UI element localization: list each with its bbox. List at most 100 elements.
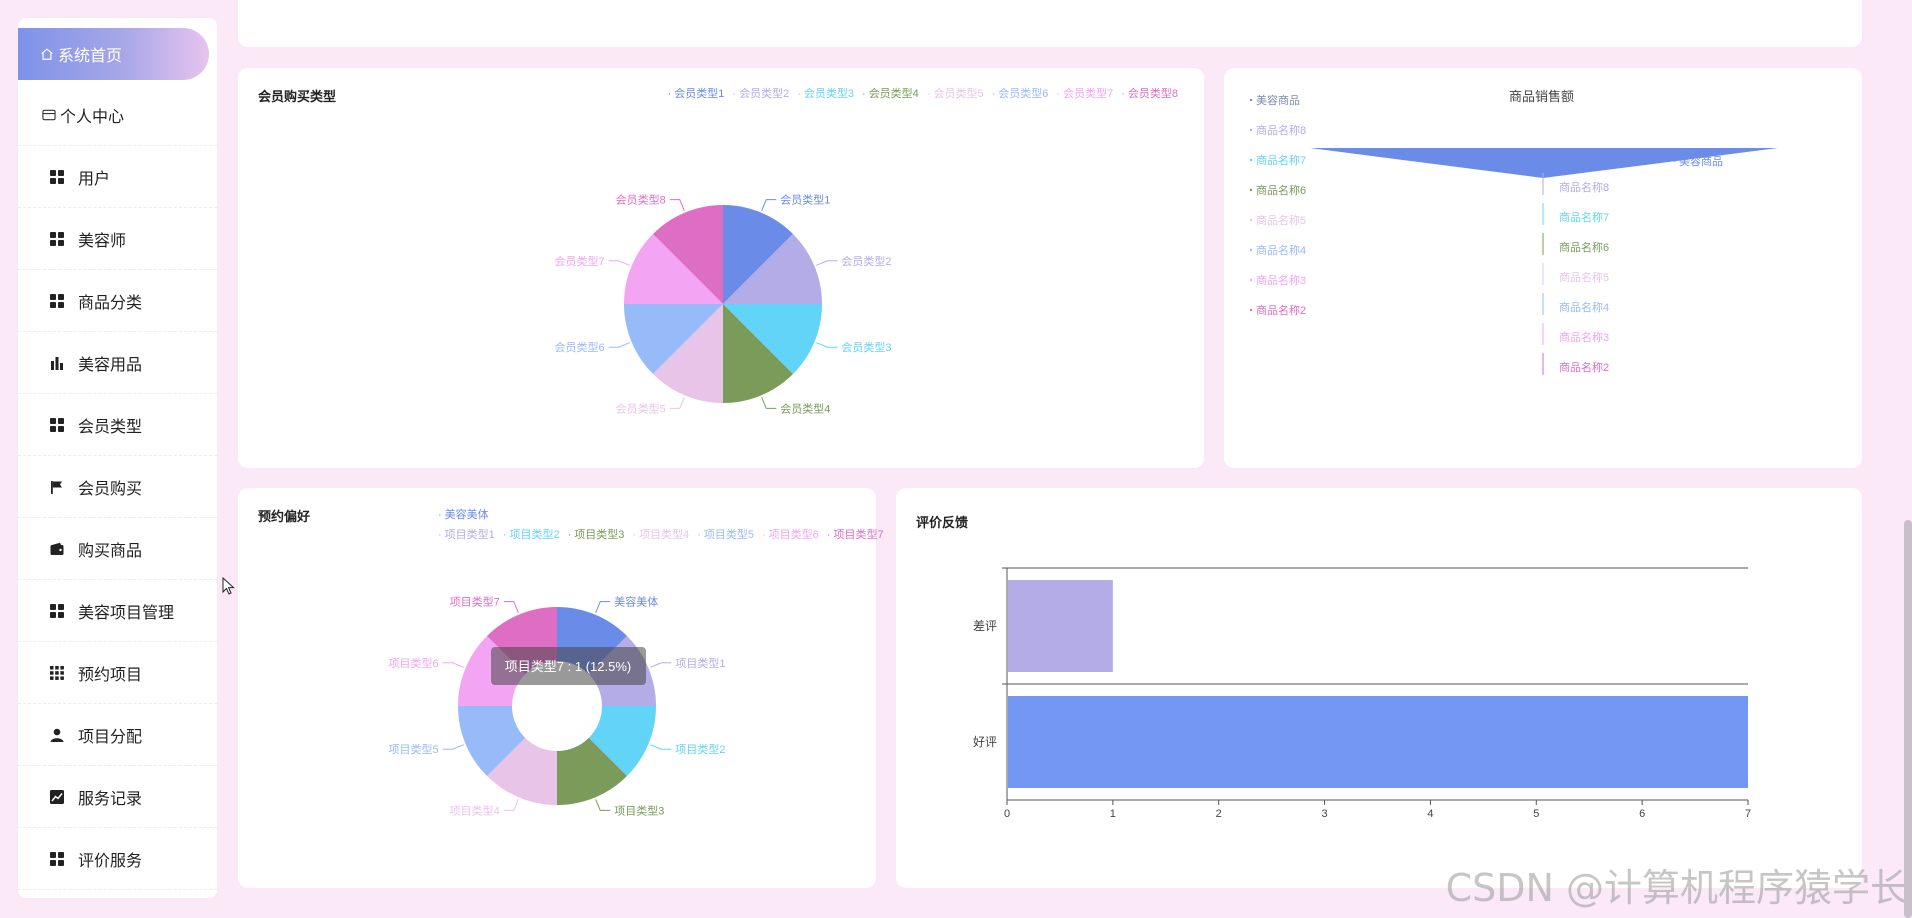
sidebar-item-label: 商品分类 [78, 294, 143, 312]
label-line [503, 799, 519, 811]
legend-item[interactable]: 项目类型3 [568, 529, 625, 541]
pie-slice[interactable] [723, 304, 794, 403]
sidebar-item-label: 美容用品 [78, 356, 143, 374]
slice-label: 项目类型6 [388, 656, 438, 670]
slice-label: 项目类型1 [675, 656, 725, 670]
chart-title: 商品销售额 [1509, 89, 1575, 104]
legend-item[interactable]: 会员类型2 [732, 88, 789, 100]
sidebar-item-8[interactable]: 会员购买 [18, 456, 217, 518]
slice-label: 项目类型5 [388, 742, 438, 756]
bar[interactable] [1008, 696, 1748, 788]
page-scrollbar[interactable] [1904, 520, 1912, 918]
legend-item[interactable]: 会员类型7 [1056, 88, 1113, 100]
label-line [595, 601, 611, 613]
donut-chart[interactable]: 美容美体项目类型1项目类型2项目类型3项目类型4项目类型5项目类型6项目类型7项… [238, 488, 876, 888]
legend-item[interactable]: 项目类型7 [827, 529, 884, 541]
grid-icon [50, 293, 64, 308]
chart-tooltip: 项目类型7 : 1 (12.5%) [491, 647, 646, 685]
y-tick-label: 好评 [973, 735, 997, 749]
sidebar-item-label: 预约项目 [78, 666, 143, 684]
flag-icon [50, 480, 64, 494]
sidebar-item-12[interactable]: 项目分配 [18, 704, 217, 766]
legend-item[interactable]: 美容美体 [438, 509, 489, 521]
sidebar-item-5[interactable]: 商品分类 [18, 270, 217, 332]
legend-item[interactable]: 商品名称8 [1256, 123, 1306, 137]
legend-item[interactable]: 会员类型4 [862, 88, 919, 100]
bar[interactable] [1008, 580, 1113, 672]
legend-item[interactable]: 项目类型1 [438, 529, 495, 541]
funnel-label: 商品名称7 [1559, 210, 1609, 224]
sidebar-item-13[interactable]: 服务记录 [18, 766, 217, 828]
x-tick-label: 5 [1533, 808, 1539, 820]
pie-slice[interactable] [486, 737, 557, 805]
legend-item[interactable]: 会员类型6 [992, 88, 1049, 100]
trend-icon [50, 789, 64, 804]
legend-item[interactable]: 会员类型5 [927, 88, 984, 100]
legend-item[interactable]: 会员类型8 [1121, 88, 1178, 100]
label-line [608, 342, 630, 348]
legend-item[interactable]: 美容商品 [1256, 93, 1300, 107]
funnel-label: 美容商品 [1679, 154, 1723, 168]
bar-chart-icon [50, 356, 64, 370]
legend-item[interactable]: 商品名称4 [1256, 243, 1306, 257]
grid-icon [50, 603, 64, 618]
pie-slice[interactable] [458, 706, 526, 777]
pie-slice[interactable] [723, 304, 822, 375]
sidebar-item-label: 系统首页 [58, 48, 123, 65]
legend-item[interactable]: 商品名称7 [1256, 153, 1306, 167]
pie-slice[interactable] [652, 304, 723, 403]
legend-item[interactable]: 项目类型4 [632, 529, 689, 541]
label-line [816, 260, 838, 266]
legend-item[interactable]: 项目类型2 [503, 529, 560, 541]
x-tick-label: 2 [1216, 808, 1222, 820]
label-line [669, 397, 685, 409]
sidebar-item-6[interactable]: 美容用品 [18, 332, 217, 394]
sidebar-item-11[interactable]: 预约项目 [18, 642, 217, 704]
pie-slice[interactable] [723, 233, 822, 304]
legend-item[interactable]: 项目类型5 [697, 529, 754, 541]
sidebar-item-label: 服务记录 [78, 790, 143, 808]
pie-slice[interactable] [588, 706, 656, 777]
grid-icon [50, 417, 64, 432]
legend-item[interactable]: 会员类型1 [668, 88, 725, 100]
sidebar-item-4[interactable]: 美容师 [18, 208, 217, 270]
slice-label: 美容美体 [614, 595, 658, 609]
legend-item[interactable]: 会员类型3 [797, 88, 854, 100]
slice-label: 会员类型3 [841, 340, 891, 354]
pie-slice[interactable] [557, 737, 628, 805]
slice-label: 会员类型1 [780, 193, 830, 207]
pie-slice[interactable] [624, 233, 723, 304]
sidebar-item-1[interactable]: 系统首页 [18, 28, 209, 80]
funnel-chart[interactable]: 美容商品商品名称8商品名称7商品名称6商品名称5商品名称4商品名称3商品名称2美… [1224, 68, 1862, 468]
pie-slice[interactable] [723, 205, 794, 304]
funnel-label: 商品名称8 [1559, 180, 1609, 194]
chart-legend[interactable]: 会员类型1 会员类型2 会员类型3 会员类型4 会员类型5 会员类型6 会员类型7 会员类型8 [668, 85, 1186, 101]
sales-panel: 商品销售额 美容商品 商品名称8 商品名称7 商品名称6 商品名称5 商品名称4 商品名称3… [1224, 68, 1862, 468]
sidebar-item-2[interactable]: 个人中心 [18, 84, 217, 146]
sidebar-item-14[interactable]: 评价服务 [18, 828, 217, 890]
pie-slice[interactable] [624, 304, 723, 375]
x-tick-label: 3 [1322, 808, 1328, 820]
label-line [608, 260, 630, 266]
pie-chart[interactable]: 会员类型1 会员类型2 会员类型3 会员类型4 会员类型5 会员类型6 会员类型7 会员类型8 [238, 68, 1204, 468]
feedback-panel: 评价反馈 差评 好评 0 1 2 3 4 5 6 7 [896, 488, 1862, 888]
watermark: CSDN @计算机程序猿学长 [1445, 866, 1908, 910]
sidebar-item-9[interactable]: 购买商品 [18, 518, 217, 580]
sidebar-item-10[interactable]: 美容项目管理 [18, 580, 217, 642]
sidebar-item-7[interactable]: 会员类型 [18, 394, 217, 456]
legend-item[interactable]: 商品名称3 [1256, 273, 1306, 287]
slice-label: 项目类型3 [614, 803, 664, 817]
sidebar-item-3[interactable]: 用户 [18, 146, 217, 208]
legend-item[interactable]: 商品名称2 [1256, 303, 1306, 317]
legend-item[interactable]: 项目类型6 [762, 529, 819, 541]
legend-item[interactable]: 商品名称5 [1256, 213, 1306, 227]
grid-icon [50, 169, 64, 184]
pie-slice[interactable] [652, 205, 723, 304]
tooltip-text: 项目类型7 : 1 (12.5%) [505, 659, 631, 674]
legend-item[interactable]: 商品名称6 [1256, 183, 1306, 197]
legend-dot [1249, 278, 1253, 282]
legend-dot [1249, 188, 1253, 192]
funnel-segment[interactable] [1310, 148, 1778, 178]
